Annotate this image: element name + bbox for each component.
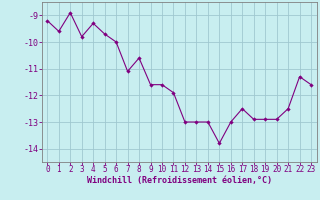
X-axis label: Windchill (Refroidissement éolien,°C): Windchill (Refroidissement éolien,°C) bbox=[87, 176, 272, 185]
